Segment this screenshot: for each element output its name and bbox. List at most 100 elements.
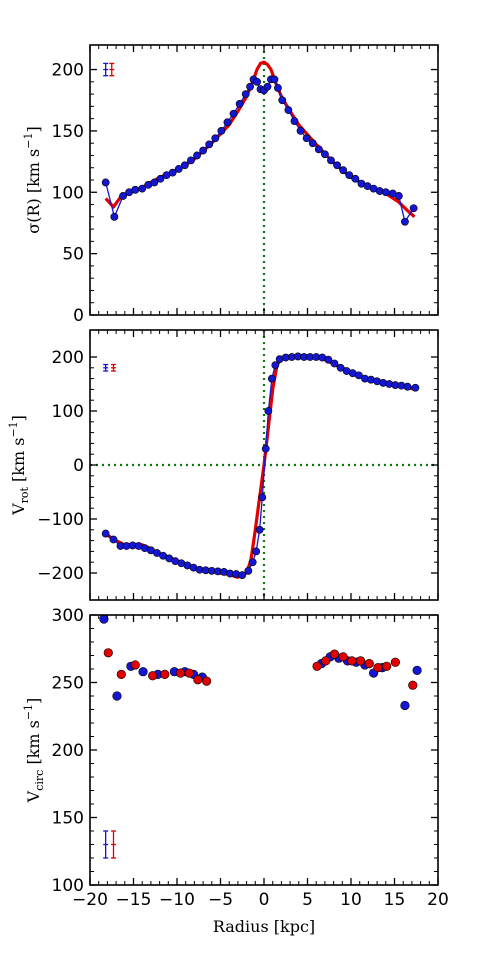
sigma-blue-series-line — [105, 78, 415, 224]
vcirc-red-data-point — [103, 648, 113, 658]
vcirc-blue-data-point — [138, 667, 148, 677]
vrot-y-tick-label: 200 — [52, 348, 84, 368]
sigma-blue-data-point — [217, 127, 226, 135]
sigma-blue-error-bar — [103, 62, 109, 77]
vcirc-blue-data-point — [412, 665, 422, 675]
sigma-y-tick-label: 0 — [73, 306, 84, 326]
vcirc-y-label-sup: −1 — [22, 704, 35, 720]
sigma-blue-data-point — [351, 174, 360, 183]
sigma-y-label-main: σ(R) [km s — [24, 149, 43, 234]
vrot-blue-data-point — [324, 355, 333, 364]
vcirc-y-axis-label: Vcirc [km s−1] — [22, 698, 46, 804]
sigma-red-error-bar — [109, 62, 115, 77]
vcirc-panel: 100 150 200 250 300 −20 −15 −10 −5 0 5 10 15 20 Vcir… — [22, 606, 449, 936]
vcirc-y-label-sub: circ — [33, 770, 46, 791]
sigma-blue-data-point — [193, 151, 201, 160]
vrot-red-series-line — [104, 353, 416, 579]
sigma-blue-data-point — [223, 118, 232, 127]
vrot-blue-data-point — [261, 444, 270, 453]
vcirc-red-data-point — [338, 652, 348, 662]
sigma-blue-data-point — [302, 134, 311, 143]
sigma-blue-data-point — [138, 184, 147, 193]
vrot-y-label-main: V — [9, 503, 28, 516]
sigma-blue-data-point — [101, 178, 110, 187]
vcirc-red-data-point — [193, 675, 203, 685]
sigma-blue-data-point — [308, 139, 317, 148]
sigma-blue-data-point — [314, 145, 323, 154]
vcirc-red-data-point — [355, 656, 366, 666]
sigma-blue-data-point — [263, 82, 272, 91]
vrot-blue-data-point — [101, 529, 110, 538]
sigma-x-ticks — [89, 45, 439, 315]
sigma-blue-data-point — [339, 166, 348, 175]
vrot-blue-data-point — [411, 383, 420, 392]
vcirc-red-data-point — [312, 661, 322, 671]
vrot-plot-area — [90, 330, 438, 600]
sigma-blue-data-point — [296, 127, 305, 135]
vcirc-y-ticks: 100 150 200 250 300 — [52, 606, 438, 896]
sigma-blue-data-point — [320, 150, 329, 159]
vrot-y-tick-label: 0 — [73, 456, 84, 476]
vcirc-x-tick-label: 10 — [340, 890, 362, 910]
vrot-blue-series-line — [105, 355, 416, 576]
sigma-blue-data-point — [394, 192, 403, 200]
sigma-blue-data-point — [253, 77, 261, 86]
vrot-blue-data-point — [238, 571, 247, 580]
vcirc-red-data-point — [347, 656, 357, 666]
sigma-blue-data-point — [131, 185, 140, 194]
vrot-blue-data-point — [271, 361, 280, 369]
vrot-blue-data-point — [336, 363, 345, 372]
sigma-blue-data-point — [211, 134, 220, 143]
vrot-blue-error-bar — [103, 363, 109, 372]
vcirc-red-data-point — [130, 660, 140, 670]
vcirc-x-tick-label: 5 — [302, 890, 313, 910]
sigma-blue-data-point — [278, 96, 287, 105]
sigma-plot-area — [101, 45, 418, 315]
vrot-blue-data-point — [109, 535, 118, 544]
vcirc-red-data-point — [201, 676, 212, 686]
sigma-y-axis-label: σ(R) [km s−1] — [22, 126, 43, 233]
vcirc-x-tick-label: −15 — [116, 890, 152, 910]
sigma-blue-data-point — [333, 161, 341, 170]
sigma-blue-data-point — [156, 174, 165, 183]
sigma-blue-data-point — [290, 117, 299, 125]
sigma-y-ticks: 0 50 100 150 200 — [52, 61, 438, 326]
sigma-blue-data-point — [270, 75, 279, 84]
vrot-y-label-end: ] — [9, 415, 28, 421]
sigma-y-tick-label: 50 — [62, 245, 84, 265]
vcirc-red-data-point — [329, 649, 340, 659]
sigma-y-tick-label: 200 — [52, 61, 84, 81]
sigma-y-tick-label: 150 — [52, 122, 84, 142]
vrot-blue-data-point — [403, 382, 412, 391]
vrot-panel: −200 −100 0 100 200 Vrot [km s−1] — [7, 329, 439, 601]
vcirc-x-tick-label: 0 — [259, 890, 270, 910]
vrot-y-axis-label: Vrot [km s−1] — [7, 415, 31, 516]
sigma-blue-data-point — [274, 84, 282, 92]
vcirc-blue-data-point — [400, 700, 410, 711]
sigma-panel: 0 50 100 150 200 σ(R) [km s−1] — [22, 44, 439, 326]
vcirc-plot-area — [99, 614, 422, 859]
vrot-y-tick-label: −100 — [37, 510, 84, 530]
vcirc-axes-frame — [89, 614, 439, 886]
x-axis-label: Radius [kpc] — [213, 917, 315, 936]
vcirc-y-tick-label: 250 — [52, 674, 84, 694]
vcirc-red-data-point — [160, 669, 170, 680]
vcirc-red-data-point — [373, 663, 383, 673]
vcirc-red-data-point — [382, 661, 392, 671]
vcirc-x-tick-label: 15 — [384, 890, 406, 910]
sigma-blue-data-point — [199, 146, 207, 155]
sigma-blue-data-point — [229, 109, 238, 118]
sigma-blue-data-point — [150, 178, 159, 187]
sigma-blue-data-point — [284, 106, 293, 114]
vcirc-red-data-point — [408, 680, 418, 690]
vrot-blue-data-point — [264, 407, 273, 415]
vrot-y-tick-label: 100 — [52, 402, 84, 422]
vrot-y-label-rest: [km s — [9, 438, 28, 488]
vcirc-y-label-rest: [km s — [24, 720, 43, 770]
vrot-y-ticks: −200 −100 0 100 200 — [37, 348, 438, 584]
vcirc-red-data-point — [321, 656, 331, 666]
sigma-blue-data-point — [174, 165, 183, 173]
vrot-blue-data-point — [244, 566, 253, 575]
vcirc-y-tick-label: 200 — [52, 741, 84, 761]
